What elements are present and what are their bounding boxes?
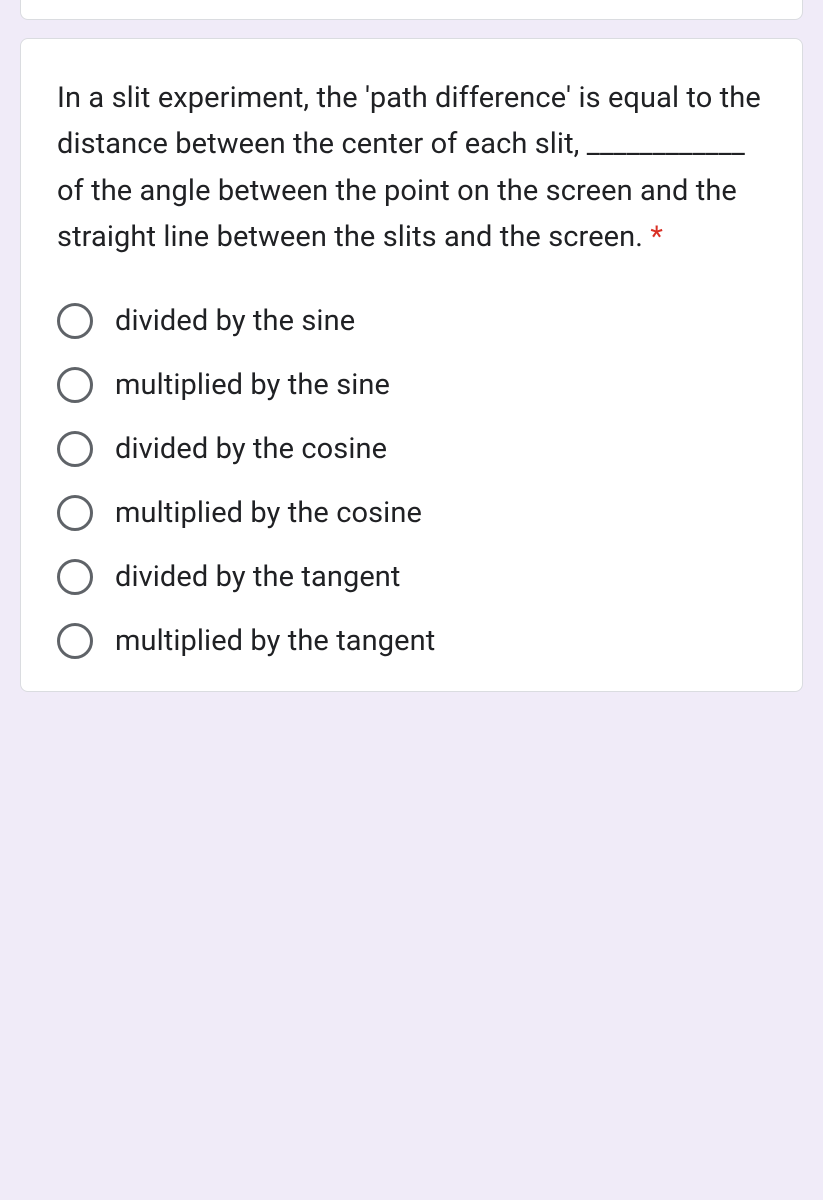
radio-icon[interactable]: [57, 431, 93, 467]
previous-card-edge: [20, 0, 803, 20]
option-label: multiplied by the tangent: [115, 624, 435, 658]
option-row[interactable]: multiplied by the sine: [57, 367, 766, 403]
option-label: multiplied by the sine: [115, 368, 390, 402]
option-row[interactable]: multiplied by the tangent: [57, 623, 766, 659]
option-label: divided by the cosine: [115, 432, 387, 466]
question-text: In a slit experiment, the 'path differen…: [57, 75, 766, 261]
option-label: divided by the sine: [115, 304, 355, 338]
option-row[interactable]: multiplied by the cosine: [57, 495, 766, 531]
options-container: divided by the sine multiplied by the si…: [57, 303, 766, 659]
option-label: divided by the tangent: [115, 560, 401, 594]
radio-icon[interactable]: [57, 495, 93, 531]
option-label: multiplied by the cosine: [115, 496, 422, 530]
question-card: In a slit experiment, the 'path differen…: [20, 38, 803, 692]
radio-icon[interactable]: [57, 367, 93, 403]
radio-icon[interactable]: [57, 623, 93, 659]
required-asterisk: *: [650, 220, 663, 254]
option-row[interactable]: divided by the sine: [57, 303, 766, 339]
radio-icon[interactable]: [57, 303, 93, 339]
option-row[interactable]: divided by the tangent: [57, 559, 766, 595]
radio-icon[interactable]: [57, 559, 93, 595]
option-row[interactable]: divided by the cosine: [57, 431, 766, 467]
